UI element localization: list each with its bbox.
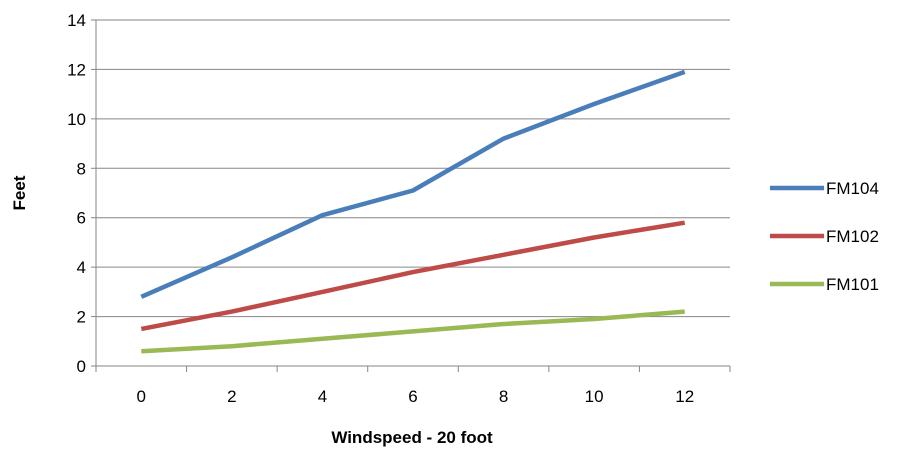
series-line-fm104 [140, 69, 686, 299]
legend-label-fm101: FM101 [826, 275, 879, 294]
gridlines [96, 19, 730, 318]
x-tick-label: 0 [137, 387, 146, 406]
x-tick-label: 8 [499, 387, 508, 406]
x-tick-label: 2 [227, 387, 236, 406]
series-lines [140, 69, 686, 354]
legend: FM104 FM102 FM101 [770, 179, 879, 294]
x-tick-label: 10 [585, 387, 604, 406]
y-axis-title: Feet [10, 175, 29, 210]
legend-label-fm104: FM104 [826, 179, 879, 198]
y-tick-label: 0 [77, 357, 86, 376]
y-tick-label: 10 [67, 110, 86, 129]
x-tick-label: 6 [408, 387, 417, 406]
y-tick-label: 4 [77, 258, 86, 277]
x-axis-title: Windspeed - 20 foot [331, 428, 493, 447]
y-tick-labels: 0 2 4 6 8 10 12 14 [67, 11, 86, 376]
y-tick-label: 2 [77, 308, 86, 327]
x-tick-label: 12 [675, 387, 694, 406]
legend-label-fm102: FM102 [826, 227, 879, 246]
y-tick-label: 12 [67, 60, 86, 79]
series-line-fm101 [141, 309, 685, 354]
series-line-fm102 [140, 220, 686, 332]
axes [91, 19, 731, 372]
y-tick-label: 8 [77, 159, 86, 178]
x-tick-label: 4 [318, 387, 327, 406]
x-tick-labels: 0 2 4 6 8 10 12 [137, 387, 695, 406]
y-tick-label: 14 [67, 11, 86, 30]
y-tick-label: 6 [77, 209, 86, 228]
